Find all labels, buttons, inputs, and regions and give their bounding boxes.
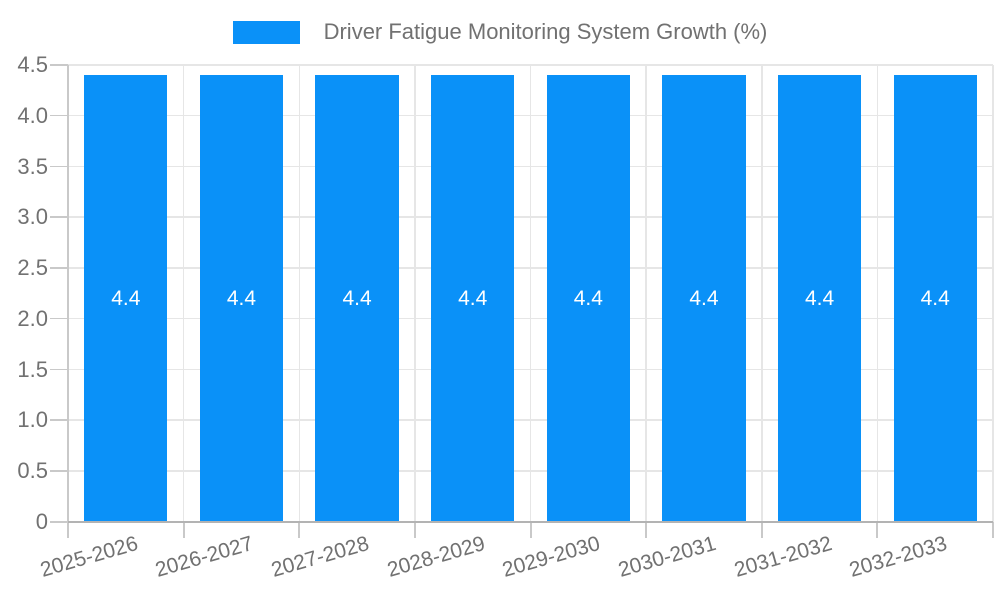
x-tick-label: 2030-2031 bbox=[615, 531, 719, 582]
x-tick-mark bbox=[760, 522, 763, 538]
bar-value-label: 4.4 bbox=[342, 286, 372, 310]
y-tick-mark bbox=[50, 419, 68, 421]
bar bbox=[431, 75, 515, 522]
x-tick-mark bbox=[645, 522, 648, 538]
v-gridline bbox=[992, 65, 994, 522]
y-tick-mark bbox=[50, 165, 68, 168]
y-tick-label: 0.5 bbox=[17, 458, 48, 484]
v-gridline bbox=[645, 65, 647, 522]
v-gridline bbox=[414, 65, 416, 522]
legend: Driver Fatigue Monitoring System Growth … bbox=[0, 14, 1000, 50]
x-tick-label: 2032-2033 bbox=[846, 531, 950, 582]
bar-value-label: 4.4 bbox=[226, 286, 257, 310]
y-tick-label: 3.0 bbox=[17, 204, 48, 230]
bar bbox=[777, 75, 862, 522]
bar bbox=[199, 75, 284, 522]
y-tick-mark bbox=[50, 64, 68, 66]
y-tick-label: 0 bbox=[35, 509, 48, 534]
y-tick-label: 1.5 bbox=[17, 356, 48, 382]
y-axis-line bbox=[67, 65, 69, 538]
y-tick-label: 2.5 bbox=[17, 255, 48, 281]
x-tick-mark bbox=[182, 522, 185, 538]
y-tick-label: 2.0 bbox=[17, 305, 48, 331]
y-tick-mark bbox=[50, 368, 68, 371]
bar-value-label: 4.4 bbox=[458, 286, 488, 310]
y-tick-label: 3.5 bbox=[17, 153, 48, 179]
v-gridline bbox=[876, 65, 879, 522]
x-tick-mark bbox=[529, 522, 532, 538]
y-tick-mark bbox=[50, 216, 68, 218]
x-tick-label: 2026-2027 bbox=[153, 531, 257, 582]
x-tick-label: 2029-2030 bbox=[500, 531, 603, 582]
x-axis-line bbox=[68, 521, 993, 523]
bar-value-label: 4.4 bbox=[111, 286, 141, 310]
y-tick-mark bbox=[50, 114, 68, 117]
bar bbox=[546, 75, 630, 522]
x-tick-mark bbox=[876, 522, 879, 538]
bar-value-label: 4.4 bbox=[804, 286, 835, 310]
x-tick-mark bbox=[413, 522, 416, 538]
bar-value-label: 4.4 bbox=[920, 286, 950, 310]
v-gridline bbox=[182, 65, 185, 522]
x-tick-label: 2028-2029 bbox=[384, 531, 488, 582]
x-tick-label: 2031-2032 bbox=[731, 531, 835, 582]
bar-value-label: 4.4 bbox=[689, 286, 719, 310]
bar bbox=[893, 75, 977, 522]
bar bbox=[84, 75, 168, 522]
y-tick-mark bbox=[50, 470, 68, 472]
v-gridline bbox=[761, 65, 763, 522]
x-tick-mark bbox=[992, 522, 994, 538]
h-gridline bbox=[68, 64, 993, 66]
y-tick-mark bbox=[50, 317, 68, 320]
y-tick-label: 4.5 bbox=[17, 52, 48, 77]
y-tick-mark bbox=[50, 267, 68, 269]
x-tick-label: 2027-2028 bbox=[268, 531, 372, 582]
bar bbox=[662, 75, 746, 522]
y-tick-label: 1.0 bbox=[17, 407, 48, 433]
x-tick-mark bbox=[298, 522, 301, 538]
v-gridline bbox=[529, 65, 532, 522]
bar bbox=[315, 75, 399, 522]
bar-value-label: 4.4 bbox=[573, 286, 603, 310]
x-tick-label: 2025-2026 bbox=[37, 531, 141, 582]
legend-swatch bbox=[232, 20, 300, 44]
y-tick-mark bbox=[50, 521, 68, 523]
chart-title: Driver Fatigue Monitoring System Growth … bbox=[323, 19, 768, 44]
v-gridline bbox=[298, 65, 300, 522]
y-tick-label: 4.0 bbox=[17, 102, 48, 128]
